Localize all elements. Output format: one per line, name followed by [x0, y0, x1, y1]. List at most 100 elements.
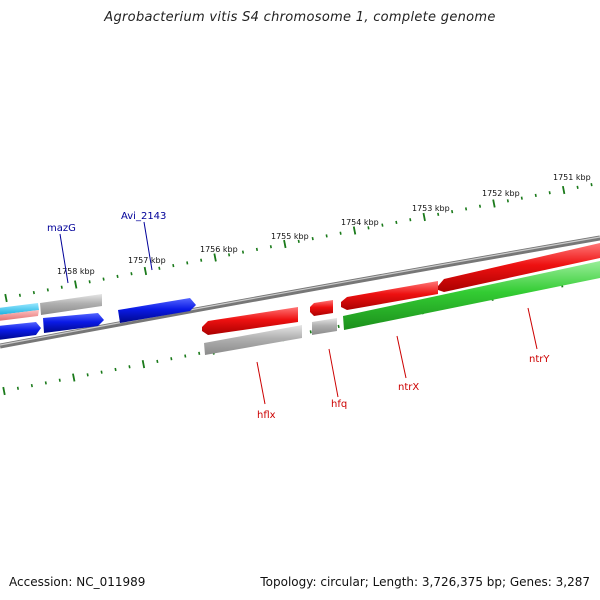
gene-red-upper-2[interactable] — [341, 281, 438, 310]
inner-ring-major-tick — [72, 373, 76, 382]
inner-ring-minor-tick — [128, 365, 131, 369]
outer-ring-minor-tick — [311, 236, 314, 241]
gene-blue-1[interactable] — [0, 322, 41, 340]
outer-ring-major-tick — [422, 212, 426, 222]
gene-pink[interactable] — [0, 310, 39, 321]
gene-label-mazG[interactable]: mazG — [47, 223, 76, 234]
outer-ring-minor-tick — [186, 261, 189, 265]
gene-gray-upper[interactable] — [40, 294, 102, 315]
gene-blue-2[interactable] — [43, 313, 104, 333]
gene-red-hflx[interactable] — [202, 307, 298, 335]
gene-label-hfq[interactable]: hfq — [331, 399, 347, 410]
gene-green-ntrx[interactable] — [343, 261, 600, 330]
gene-cyan[interactable] — [0, 303, 39, 315]
scale-label-1752: 1752 kbp — [482, 189, 520, 198]
outer-ring-minor-tick — [32, 290, 35, 295]
gene-gray-hfq[interactable] — [312, 318, 337, 335]
outer-ring-minor-tick — [255, 247, 259, 252]
scale-label-1757: 1757 kbp — [128, 256, 166, 265]
scale-label-1758: 1758 kbp — [57, 267, 95, 276]
outer-ring-major-tick — [143, 266, 148, 276]
leader-hfq — [328, 348, 339, 398]
scale-label-1751: 1751 kbp — [553, 173, 591, 182]
chromosome-backbone — [0, 235, 600, 349]
gene-red-upper-3[interactable] — [438, 243, 600, 292]
inner-ring-major-tick — [141, 359, 146, 369]
scale-label-1755: 1755 kbp — [271, 232, 309, 241]
outer-ring-minor-tick — [116, 274, 119, 279]
inner-ring-minor-tick — [198, 351, 201, 355]
gene-label-ntrY[interactable]: ntrY — [529, 354, 550, 365]
gene-gray-hflx[interactable] — [204, 325, 302, 355]
outer-ring-minor-tick — [18, 293, 22, 297]
gene-label-hflx[interactable]: hflx — [257, 410, 276, 421]
inner-ring-minor-tick — [58, 378, 61, 382]
outer-ring-minor-tick — [590, 183, 593, 187]
leader-mazG — [59, 233, 69, 284]
leader-hflx — [256, 361, 266, 405]
inner-ring-minor-tick — [184, 354, 187, 358]
outer-ring-major-tick — [74, 280, 78, 289]
genome-summary: Topology: circular; Length: 3,726,375 bp… — [260, 575, 590, 589]
scale-label-1754: 1754 kbp — [341, 218, 379, 227]
outer-ring-minor-tick — [409, 218, 412, 222]
accession-label: Accession: NC_011989 — [9, 575, 146, 589]
outer-ring-minor-tick — [325, 234, 328, 238]
inner-ring-minor-tick — [114, 367, 117, 372]
outer-ring-major-tick — [562, 185, 566, 195]
outer-ring-minor-tick — [451, 210, 454, 214]
inner-ring-minor-tick — [44, 381, 47, 385]
outer-ring-minor-tick — [478, 204, 482, 208]
outer-ring-minor-tick — [520, 196, 523, 200]
inner-ring-minor-tick — [309, 330, 312, 334]
leader-avi2143 — [143, 221, 153, 271]
outer-ring-minor-tick — [576, 185, 579, 189]
inner-ring-minor-tick — [30, 383, 33, 388]
outer-ring-major-tick — [4, 293, 8, 303]
leader-ntrY — [527, 307, 538, 350]
outer-ring-minor-tick — [534, 193, 537, 198]
inner-ring-major-tick — [2, 386, 6, 396]
scale-label-1753: 1753 kbp — [412, 204, 450, 213]
outer-ring-minor-tick — [172, 263, 175, 268]
inner-ring-minor-tick — [16, 386, 20, 390]
outer-ring-minor-tick — [437, 212, 440, 216]
gene-label-ntrX[interactable]: ntrX — [398, 382, 419, 393]
outer-ring-minor-tick — [297, 239, 300, 243]
leader-ntrX — [396, 335, 407, 379]
outer-ring-minor-tick — [130, 272, 133, 276]
outer-ring-minor-tick — [367, 226, 370, 230]
gene-red-upper-1[interactable] — [310, 300, 333, 316]
outer-ring-minor-tick — [464, 207, 468, 211]
outer-ring-minor-tick — [88, 280, 91, 284]
gene-blue-avi2143[interactable] — [118, 298, 196, 323]
outer-ring-major-tick — [213, 253, 217, 262]
outer-ring-minor-tick — [102, 277, 105, 281]
inner-ring-minor-tick — [156, 359, 159, 364]
outer-ring-minor-tick — [158, 266, 161, 270]
scale-label-1756: 1756 kbp — [200, 245, 238, 254]
outer-ring-minor-tick — [506, 199, 509, 203]
inner-ring-minor-tick — [100, 370, 103, 374]
outer-ring-minor-tick — [46, 288, 49, 292]
outer-ring-minor-tick — [200, 258, 203, 262]
outer-ring-minor-tick — [548, 191, 551, 195]
outer-ring-minor-tick — [339, 231, 342, 235]
outer-ring-minor-tick — [395, 220, 398, 225]
inner-ring-minor-tick — [337, 324, 340, 329]
inner-ring-minor-tick — [86, 373, 89, 377]
outer-ring-major-tick — [352, 226, 357, 235]
outer-ring-minor-tick — [381, 223, 384, 227]
map-title: Agrobacterium vitis S4 chromosome 1, com… — [104, 10, 496, 25]
gene-label-avi2143[interactable]: Avi_2143 — [121, 211, 166, 222]
outer-ring-major-tick — [492, 199, 496, 208]
inner-ring-minor-tick — [170, 357, 173, 361]
outer-ring-minor-tick — [60, 285, 63, 289]
outer-ring-minor-tick — [227, 253, 231, 257]
chromosome-backbone-highlight — [0, 236, 600, 346]
outer-ring-major-tick — [283, 239, 287, 249]
outer-ring-minor-tick — [269, 245, 272, 249]
outer-tick-ring — [4, 183, 593, 303]
outer-ring-minor-tick — [241, 250, 245, 254]
